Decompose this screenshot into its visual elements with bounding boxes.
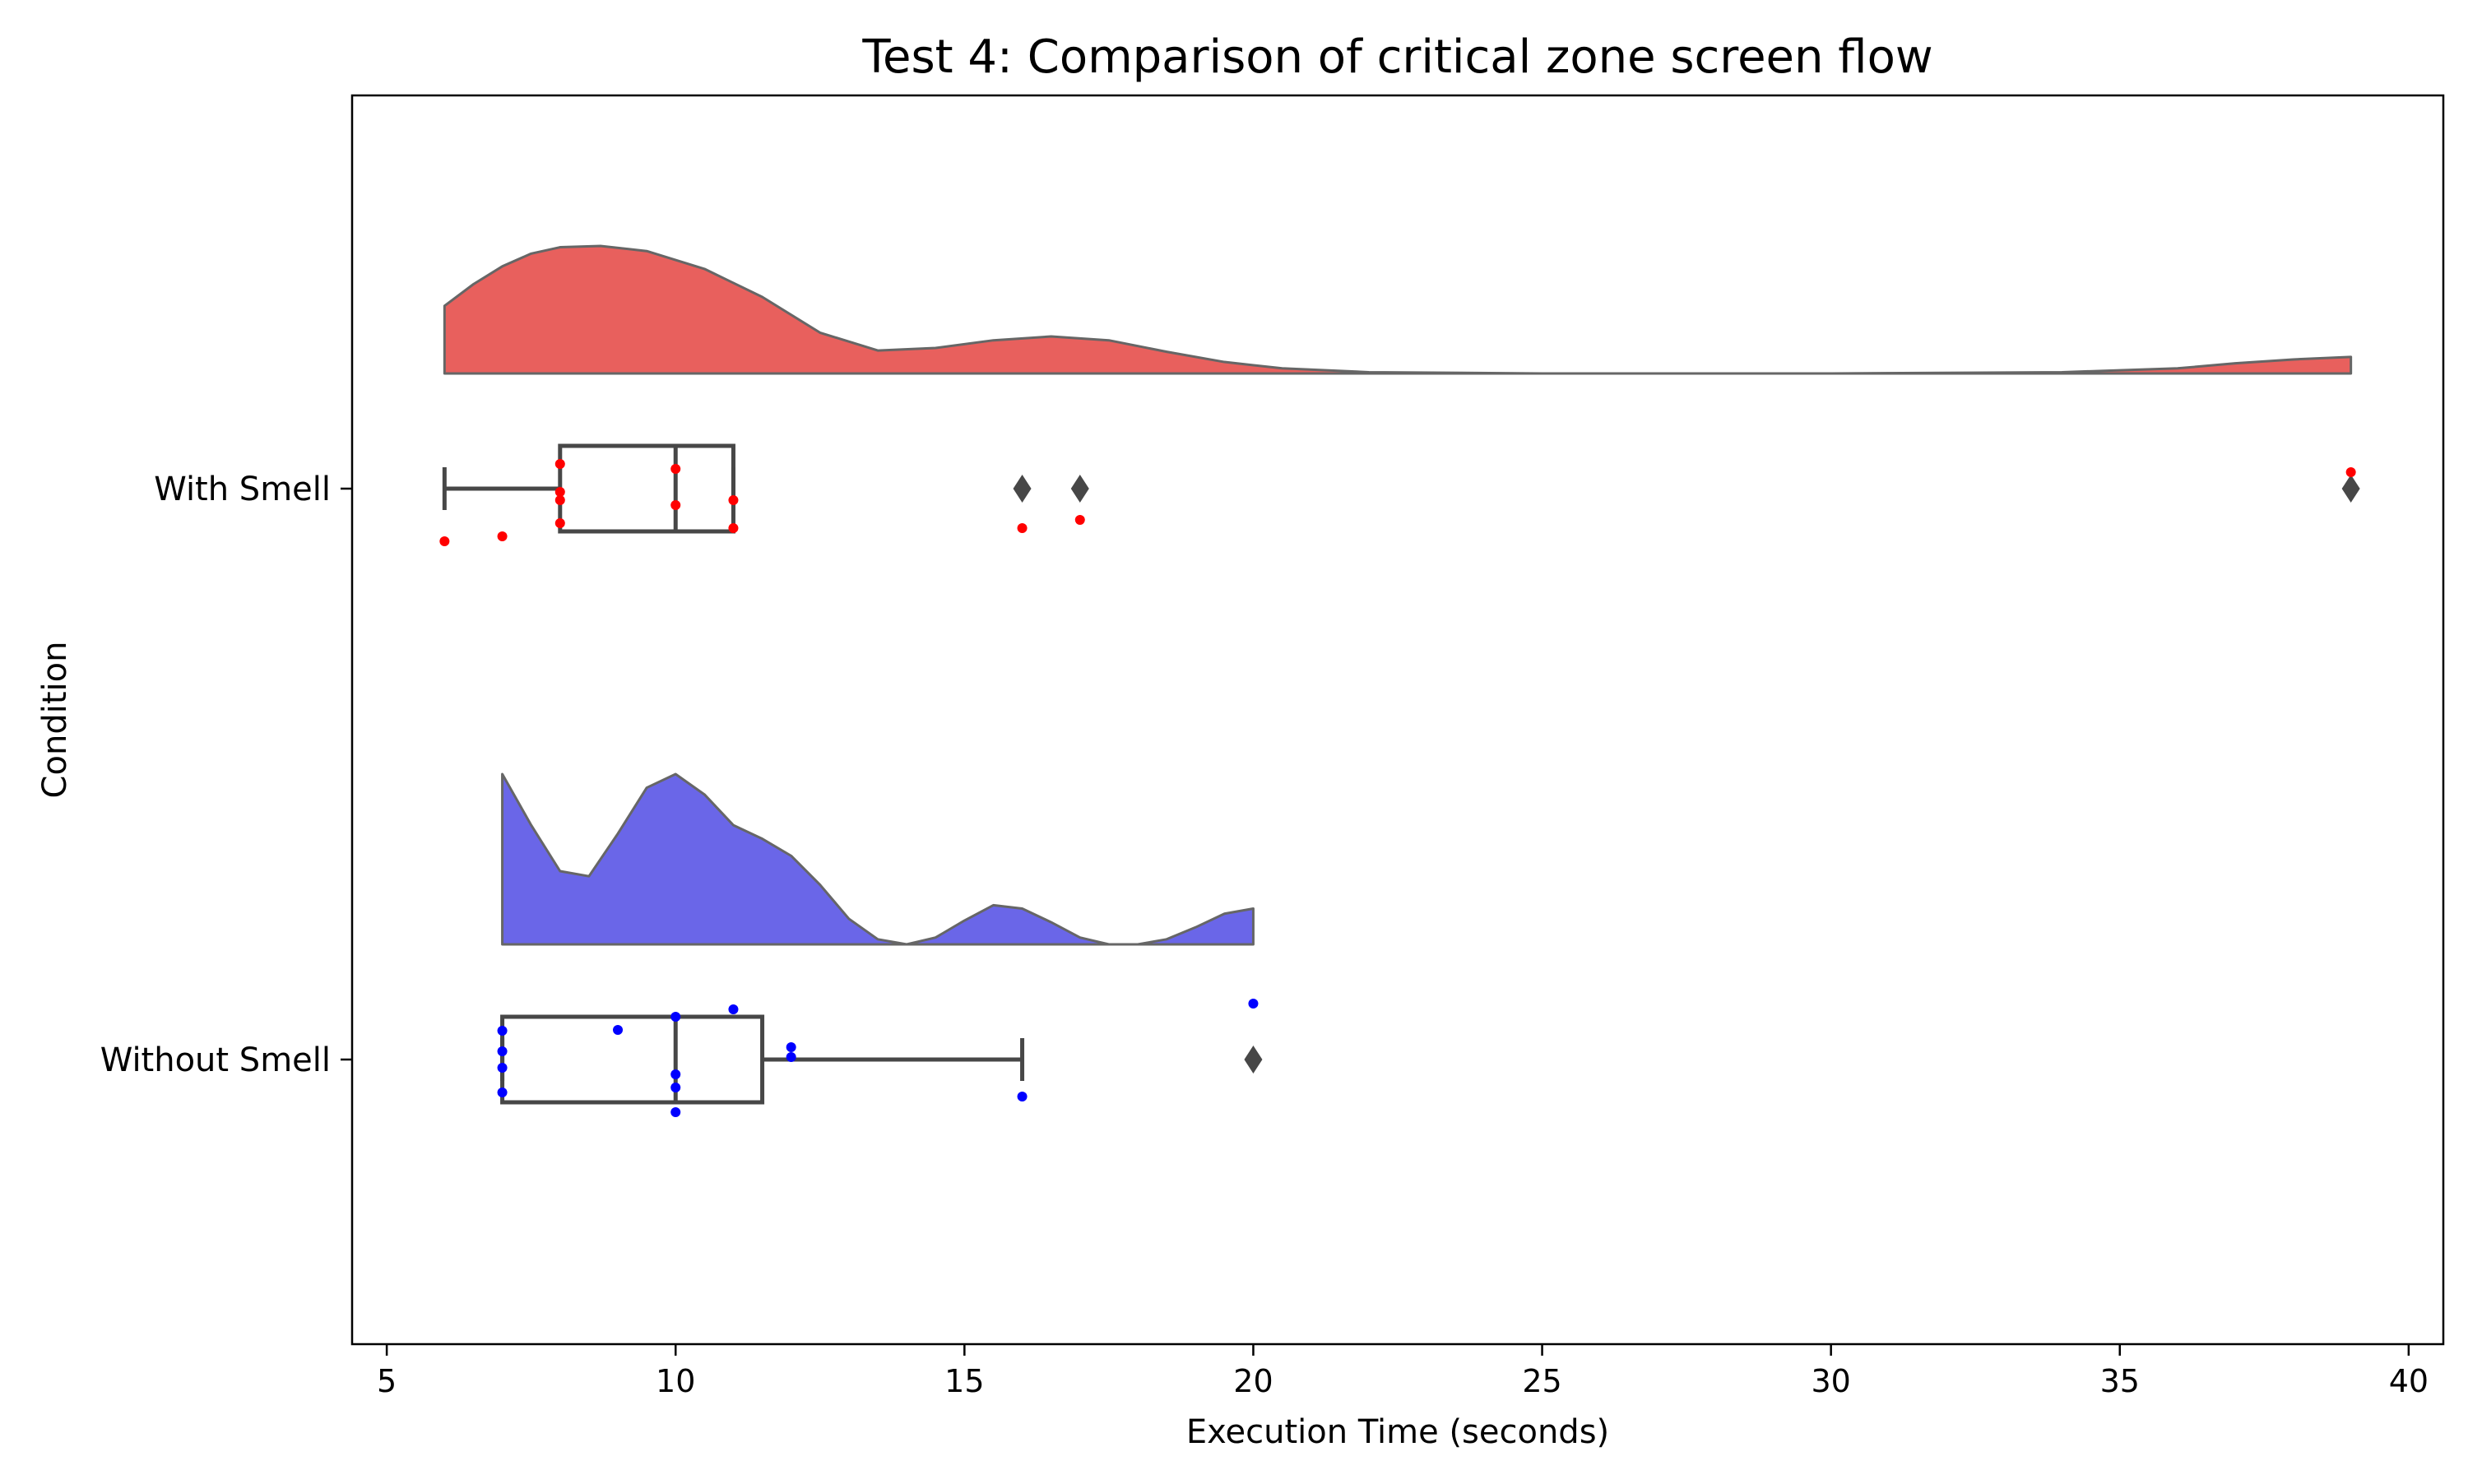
data-point-with-smell-1 — [497, 531, 508, 541]
box-with-smell — [558, 443, 735, 534]
data-point-without-smell-12 — [1017, 1092, 1028, 1101]
axes-layer: 5 10 15 20 25 30 35 40 With Smell Without Smell — [100, 471, 2429, 1399]
data-point-with-smell-8 — [728, 495, 739, 505]
y-axis-label: Condition — [36, 642, 74, 799]
data-point-without-smell-13 — [1248, 999, 1259, 1009]
data-point-without-smell-5 — [670, 1012, 681, 1022]
x-tick-label-15: 15 — [944, 1363, 984, 1399]
data-point-with-smell-9 — [728, 523, 739, 533]
data-point-with-smell-6 — [670, 500, 681, 510]
data-point-without-smell-8 — [670, 1107, 681, 1117]
y-tick-label-with-smell: With Smell — [154, 471, 331, 508]
outlier-with-smell-0 — [1013, 475, 1032, 503]
data-point-with-smell-11 — [1074, 515, 1085, 525]
data-point-with-smell-4 — [554, 459, 565, 469]
density-cloud-with-smell — [443, 244, 2353, 375]
chart-title: Test 4: Comparison of critical zone scre… — [861, 30, 1932, 84]
box-layer — [442, 443, 2360, 1105]
density-layer — [443, 244, 2353, 946]
box-without-smell — [500, 1014, 765, 1105]
density-cloud-without-smell — [501, 772, 1255, 946]
outlier-without-smell-0 — [1244, 1046, 1263, 1074]
data-point-with-smell-12 — [2345, 467, 2356, 477]
outlier-with-smell-1 — [1070, 475, 1089, 503]
x-tick-label-20: 20 — [1233, 1363, 1273, 1399]
x-tick-label-10: 10 — [656, 1363, 695, 1399]
data-point-without-smell-10 — [786, 1042, 796, 1052]
data-point-with-smell-10 — [1017, 523, 1028, 533]
data-point-with-smell-2 — [554, 487, 565, 497]
outlier-with-smell-2 — [2341, 475, 2360, 503]
x-tick-label-35: 35 — [2100, 1363, 2140, 1399]
plot-frame — [350, 94, 2445, 1346]
data-point-without-smell-3 — [497, 1087, 508, 1097]
x-tick-label-25: 25 — [1522, 1363, 1561, 1399]
y-tick-label-without-smell: Without Smell — [100, 1041, 331, 1079]
x-axis-label: Execution Time (seconds) — [1186, 1413, 1609, 1451]
points-layer — [439, 459, 2356, 1117]
data-point-without-smell-4 — [613, 1025, 624, 1035]
data-point-with-smell-0 — [439, 536, 450, 546]
x-tick-label-40: 40 — [2389, 1363, 2429, 1399]
data-point-without-smell-0 — [497, 1026, 508, 1036]
data-point-without-smell-2 — [497, 1063, 508, 1073]
data-point-with-smell-7 — [670, 464, 681, 474]
x-tick-label-30: 30 — [1811, 1363, 1850, 1399]
data-point-without-smell-1 — [497, 1046, 508, 1056]
data-point-with-smell-3 — [554, 518, 565, 528]
data-point-without-smell-9 — [728, 1004, 739, 1014]
data-point-with-smell-5 — [554, 495, 565, 505]
data-point-without-smell-11 — [786, 1052, 796, 1062]
data-point-without-smell-7 — [670, 1083, 681, 1092]
x-tick-label-5: 5 — [377, 1363, 397, 1399]
data-point-without-smell-6 — [670, 1069, 681, 1079]
